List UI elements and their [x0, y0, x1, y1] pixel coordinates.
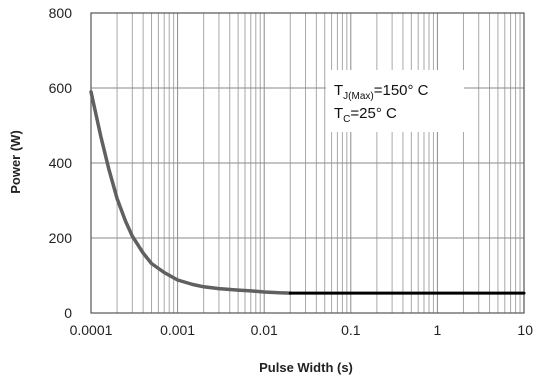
x-tick-label: 1 — [434, 322, 442, 338]
y-tick-label: 200 — [49, 230, 73, 246]
x-tick-label: 10 — [517, 322, 533, 338]
y-tick-label: 400 — [49, 155, 73, 171]
annotation-tc-main: T — [334, 105, 343, 122]
series-line-0 — [89, 90, 293, 295]
y-tick-label: 0 — [64, 305, 72, 321]
annotation-tc: TC=25° C — [334, 105, 397, 125]
annotation-tj-rest: =150° C — [374, 82, 429, 99]
x-tick-label: 0.1 — [341, 322, 361, 338]
x-tick-label: 0.001 — [160, 322, 195, 338]
annotation-tc-sub: C — [343, 114, 350, 125]
annotation-tj-main: T — [334, 82, 343, 99]
y-axis-label: Power (W) — [8, 130, 23, 194]
y-tick-label: 800 — [49, 5, 73, 21]
x-tick-labels: 0.0001 0.001 0.01 0.1 1 10 — [70, 322, 534, 338]
grid-lines — [90, 12, 524, 314]
annotation-tc-rest: =25° C — [350, 105, 397, 122]
annotation-tj: TJ(Max)=150° C — [334, 82, 429, 102]
annotation-box — [326, 70, 464, 132]
y-tick-label: 600 — [49, 80, 73, 96]
series-group — [89, 90, 526, 295]
x-tick-label: 0.0001 — [70, 322, 113, 338]
y-tick-labels: 0 200 400 600 800 — [49, 5, 73, 321]
plot-frame — [90, 12, 525, 314]
x-axis-label: Pulse Width (s) — [259, 360, 353, 375]
annotation-tj-sub: J(Max) — [343, 91, 374, 102]
x-tick-label: 0.01 — [251, 322, 278, 338]
